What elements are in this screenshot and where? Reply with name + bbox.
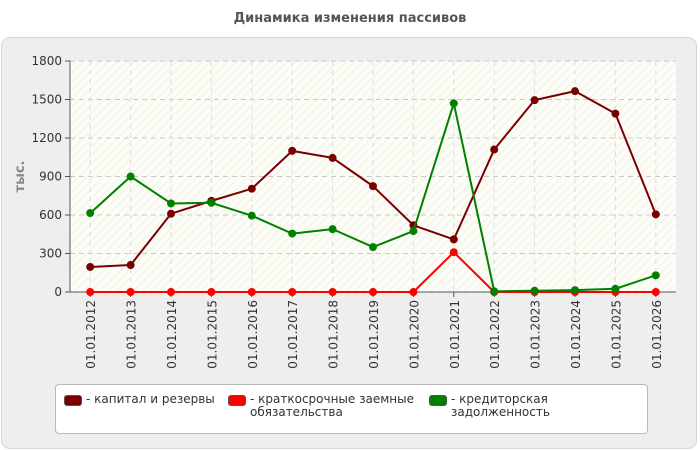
legend-label-capital: - капитал и резервы xyxy=(86,392,215,406)
x-tick-label: 01.01.2023 xyxy=(529,300,543,369)
data-point-payables[interactable] xyxy=(490,287,499,296)
data-point-payables[interactable] xyxy=(288,229,297,238)
legend-item-payables: - кредиторская задолженность xyxy=(429,393,647,419)
legend-label-short-term-loans: - краткосрочные заемные обязательства xyxy=(250,392,414,419)
data-point-short-term-loans[interactable] xyxy=(651,288,660,296)
x-tick-label: 01.01.2015 xyxy=(205,300,219,369)
x-tick-label: 01.01.2022 xyxy=(488,300,502,369)
data-point-payables[interactable] xyxy=(571,286,579,295)
data-point-capital[interactable] xyxy=(167,209,175,218)
legend-item-capital: - капитал и резервы xyxy=(64,393,215,406)
legend-item-short-term-loans: - краткосрочные заемные обязательства xyxy=(228,393,414,419)
data-point-payables[interactable] xyxy=(530,286,539,295)
data-point-payables[interactable] xyxy=(328,225,337,234)
data-point-payables[interactable] xyxy=(86,209,95,218)
x-tick-label: 01.01.2026 xyxy=(650,300,664,369)
data-point-short-term-loans[interactable] xyxy=(449,248,458,257)
y-axis-title: тыс. xyxy=(13,161,28,193)
y-tick-label: 1500 xyxy=(31,93,62,107)
x-tick-label: 01.01.2019 xyxy=(367,300,381,369)
y-tick-label: 0 xyxy=(54,285,62,299)
data-point-short-term-loans[interactable] xyxy=(167,288,175,296)
data-point-payables[interactable] xyxy=(207,198,216,207)
x-tick-label: 01.01.2017 xyxy=(286,300,300,369)
data-point-capital[interactable] xyxy=(126,261,135,270)
data-point-payables[interactable] xyxy=(167,199,175,208)
data-point-short-term-loans[interactable] xyxy=(207,288,216,296)
data-point-capital[interactable] xyxy=(449,235,458,244)
legend-swatch-short-term-loans xyxy=(228,395,246,406)
legend-swatch-payables xyxy=(429,395,447,406)
legend-swatch-capital xyxy=(64,395,82,406)
y-tick-label: 300 xyxy=(39,247,62,261)
legend-label-payables: - кредиторская задолженность xyxy=(451,392,550,419)
data-point-short-term-loans[interactable] xyxy=(86,288,95,296)
data-point-capital[interactable] xyxy=(369,182,377,191)
data-point-capital[interactable] xyxy=(247,184,256,193)
data-point-payables[interactable] xyxy=(449,99,458,108)
data-point-short-term-loans[interactable] xyxy=(247,288,256,296)
x-tick-label: 01.01.2014 xyxy=(165,300,179,369)
data-point-short-term-loans[interactable] xyxy=(409,288,418,296)
x-tick-label: 01.01.2020 xyxy=(407,300,421,369)
data-point-payables[interactable] xyxy=(369,243,377,252)
data-point-capital[interactable] xyxy=(288,146,297,155)
data-point-short-term-loans[interactable] xyxy=(328,288,337,296)
y-tick-label: 1200 xyxy=(31,131,62,145)
data-point-capital[interactable] xyxy=(611,109,620,118)
x-tick-label: 01.01.2021 xyxy=(448,300,462,369)
x-tick-label: 01.01.2024 xyxy=(569,300,583,369)
data-point-payables[interactable] xyxy=(651,271,660,280)
data-point-payables[interactable] xyxy=(126,172,135,181)
data-point-capital[interactable] xyxy=(571,87,579,96)
x-tick-label: 01.01.2013 xyxy=(125,300,139,369)
data-point-capital[interactable] xyxy=(530,96,539,105)
data-point-capital[interactable] xyxy=(328,153,337,162)
data-point-capital[interactable] xyxy=(86,262,95,271)
data-point-payables[interactable] xyxy=(409,227,418,236)
y-tick-label: 900 xyxy=(39,170,62,184)
x-tick-label: 01.01.2025 xyxy=(609,300,623,369)
data-point-capital[interactable] xyxy=(651,210,660,219)
y-tick-label: 600 xyxy=(39,208,62,222)
data-point-payables[interactable] xyxy=(611,284,620,293)
y-tick-label: 1800 xyxy=(31,54,62,68)
data-point-capital[interactable] xyxy=(490,145,499,154)
x-tick-label: 01.01.2018 xyxy=(327,300,341,369)
data-point-short-term-loans[interactable] xyxy=(369,288,377,296)
data-point-short-term-loans[interactable] xyxy=(126,288,135,296)
chart-title: Динамика изменения пассивов xyxy=(233,11,467,26)
data-point-short-term-loans[interactable] xyxy=(288,288,297,296)
x-tick-label: 01.01.2012 xyxy=(84,300,98,369)
x-tick-label: 01.01.2016 xyxy=(246,300,260,369)
data-point-payables[interactable] xyxy=(247,211,256,220)
legend: - капитал и резервы - краткосрочные заем… xyxy=(55,384,648,434)
